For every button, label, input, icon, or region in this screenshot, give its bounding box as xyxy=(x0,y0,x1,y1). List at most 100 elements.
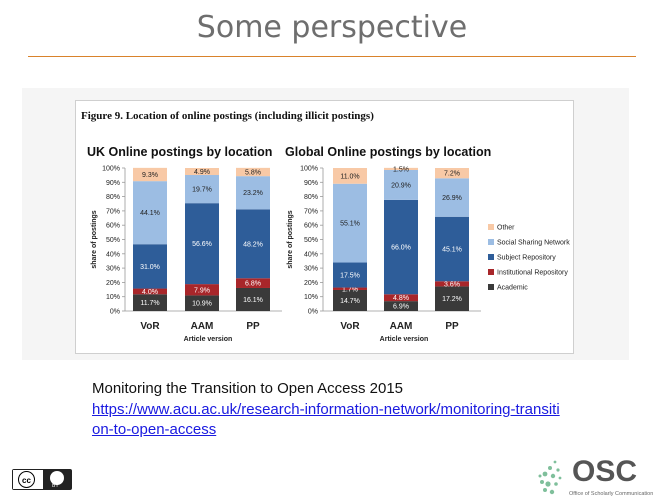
global-data-label: 11.0% xyxy=(340,173,359,180)
uk-data-label: 9.3% xyxy=(142,172,158,179)
global-bar-pp-academic xyxy=(435,286,469,311)
uk-chart-title: UK Online postings by location xyxy=(87,145,273,159)
cc-logo-panel: cc xyxy=(13,470,43,489)
global-data-label: 6.9% xyxy=(393,304,409,311)
global-data-label: 14.7% xyxy=(340,298,360,305)
global-x-tick-label: VoR xyxy=(340,321,360,332)
uk-y-tick-label: 70% xyxy=(106,208,120,215)
uk-bar-pp-social-sharing-network xyxy=(236,176,270,210)
global-bar-aam-subject-repository xyxy=(384,199,418,295)
global-y-tick-label: 90% xyxy=(304,180,318,187)
osc-logo-icon xyxy=(538,460,562,495)
slide-title: Some perspective xyxy=(196,10,468,45)
global-data-label: 45.1% xyxy=(442,247,462,254)
uk-data-label: 31.0% xyxy=(140,264,160,271)
uk-data-label: 7.9% xyxy=(194,287,210,294)
global-y-axis-label: share of postings xyxy=(287,210,294,268)
uk-y-tick-label: 60% xyxy=(106,223,120,230)
global-bar-vor-social-sharing-network xyxy=(333,183,367,263)
osc-org-name: Office of Scholarly Communication xyxy=(569,491,654,497)
global-x-tick-label: AAM xyxy=(390,321,413,332)
legend-label: Social Sharing Network xyxy=(497,240,570,247)
legend-swatch xyxy=(488,224,494,230)
uk-bar-aam-other xyxy=(185,168,219,176)
uk-bar-aam-subject-repository xyxy=(185,203,219,285)
global-x-tick-label: PP xyxy=(445,321,459,332)
legend-label: Subject Repository xyxy=(497,255,556,262)
uk-bar-vor-subject-repository xyxy=(133,244,167,289)
uk-bar-pp-institutional-repository xyxy=(236,278,270,288)
global-bar-pp-subject-repository xyxy=(435,216,469,282)
global-data-label: 1.5% xyxy=(393,166,409,173)
uk-data-label: 4.0% xyxy=(142,289,158,296)
title-divider xyxy=(28,56,636,57)
global-bar-vor-academic xyxy=(333,289,367,311)
global-bar-vor-institutional-repository xyxy=(333,287,367,290)
global-y-tick-label: 50% xyxy=(304,237,318,244)
uk-bar-aam-academic xyxy=(185,295,219,311)
attribution-icon xyxy=(50,471,64,485)
legend-label: Academic xyxy=(497,285,528,292)
uk-bar-pp-other xyxy=(236,167,270,177)
global-y-tick-label: 20% xyxy=(304,280,318,287)
global-y-tick-label: 100% xyxy=(300,166,318,173)
global-data-label: 26.9% xyxy=(442,195,462,202)
uk-data-label: 23.2% xyxy=(243,190,263,197)
uk-x-tick-label: AAM xyxy=(191,321,214,332)
uk-y-tick-label: 0% xyxy=(110,309,120,316)
global-y-tick-label: 40% xyxy=(304,251,318,258)
legend-label: Institutional Repository xyxy=(497,270,568,277)
figure-caption: Figure 9. Location of online postings (i… xyxy=(81,110,374,122)
uk-y-tick-label: 40% xyxy=(106,251,120,258)
uk-y-tick-label: 80% xyxy=(106,194,120,201)
legend-swatch xyxy=(488,284,494,290)
uk-data-label: 48.2% xyxy=(243,241,263,248)
global-bar-pp-social-sharing-network xyxy=(435,178,469,217)
legend-label: Other xyxy=(497,225,515,232)
global-data-label: 4.8% xyxy=(393,295,409,302)
uk-bar-vor-academic xyxy=(133,294,167,311)
uk-data-label: 11.7% xyxy=(140,300,159,307)
legend-swatch xyxy=(488,254,494,260)
global-y-tick-label: 80% xyxy=(304,194,318,201)
global-data-label: 7.2% xyxy=(444,171,460,178)
global-bar-pp-institutional-repository xyxy=(435,281,469,287)
osc-logo-text: OSC xyxy=(572,455,638,488)
uk-data-label: 4.9% xyxy=(194,169,210,176)
uk-bar-aam-institutional-repository xyxy=(185,284,219,296)
legend-swatch xyxy=(488,269,494,275)
uk-y-tick-label: 50% xyxy=(106,237,120,244)
reference-link[interactable]: https://www.acu.ac.uk/research-informati… xyxy=(92,401,560,438)
uk-x-tick-label: VoR xyxy=(140,321,160,332)
reference-title: Monitoring the Transition to Open Access… xyxy=(92,380,404,397)
uk-data-label: 16.1% xyxy=(243,297,263,304)
uk-bar-vor-other xyxy=(133,167,167,182)
uk-bar-pp-academic xyxy=(236,287,270,311)
uk-bar-pp-subject-repository xyxy=(236,209,270,279)
global-data-label: 1.7% xyxy=(342,286,358,293)
uk-data-label: 56.6% xyxy=(192,241,212,248)
global-chart-title: Global Online postings by location xyxy=(285,145,492,159)
uk-x-axis-label: Article version xyxy=(184,336,233,343)
uk-data-label: 44.1% xyxy=(140,210,160,217)
uk-data-label: 10.9% xyxy=(192,301,212,308)
global-bar-vor-other xyxy=(333,168,367,184)
global-data-label: 55.1% xyxy=(340,221,360,228)
global-y-tick-label: 60% xyxy=(304,223,318,230)
global-bar-pp-other xyxy=(435,168,469,179)
global-data-label: 3.6% xyxy=(444,281,460,288)
global-x-axis-label: Article version xyxy=(380,336,429,343)
cc-icon: cc xyxy=(18,471,35,488)
uk-y-tick-label: 10% xyxy=(106,294,120,301)
global-bar-aam-institutional-repository xyxy=(384,294,418,302)
global-y-tick-label: 0% xyxy=(308,309,318,316)
uk-y-tick-label: 100% xyxy=(102,166,120,173)
global-bar-aam-social-sharing-network xyxy=(384,170,418,200)
uk-y-tick-label: 20% xyxy=(106,280,120,287)
uk-bar-aam-social-sharing-network xyxy=(185,175,219,204)
global-data-label: 66.0% xyxy=(391,245,411,252)
uk-y-tick-label: 30% xyxy=(106,266,120,273)
uk-data-label: 5.8% xyxy=(245,170,261,177)
cc-by-license-badge[interactable]: cc BY xyxy=(12,469,72,490)
